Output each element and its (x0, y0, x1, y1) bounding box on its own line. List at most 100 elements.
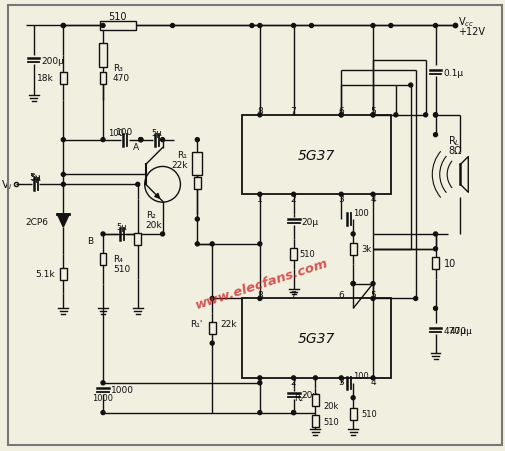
Text: 4: 4 (370, 377, 375, 387)
Circle shape (138, 138, 142, 143)
Circle shape (258, 376, 261, 380)
Bar (241, 299, 390, 378)
Circle shape (370, 193, 374, 197)
Text: 5: 5 (369, 290, 375, 299)
Circle shape (101, 138, 105, 143)
Circle shape (370, 376, 374, 380)
Bar (60, 73, 67, 84)
Circle shape (101, 411, 105, 414)
Text: www.elecfans.com: www.elecfans.com (193, 256, 329, 312)
Circle shape (170, 24, 174, 28)
Circle shape (258, 242, 261, 246)
Text: R₂': R₂' (293, 393, 305, 402)
Circle shape (370, 114, 374, 118)
Bar (100, 22, 135, 32)
Circle shape (258, 297, 261, 301)
Text: R₂: R₂ (145, 210, 155, 219)
Text: R₃: R₃ (113, 64, 123, 73)
Bar (349, 408, 356, 419)
Text: 8Ω: 8Ω (447, 145, 461, 155)
Bar (349, 244, 356, 255)
Text: 3: 3 (338, 377, 343, 387)
Text: 20k: 20k (145, 220, 162, 229)
Text: 8: 8 (257, 107, 262, 116)
Circle shape (413, 297, 417, 301)
Text: 6: 6 (338, 290, 343, 299)
Circle shape (350, 282, 355, 286)
Circle shape (291, 411, 295, 414)
Text: 0.1μ: 0.1μ (442, 69, 463, 78)
Circle shape (249, 24, 254, 28)
Circle shape (350, 282, 355, 286)
Circle shape (258, 381, 261, 385)
Text: +12V: +12V (458, 28, 484, 37)
Circle shape (101, 232, 105, 236)
Text: 10: 10 (442, 258, 455, 268)
Text: A: A (132, 143, 138, 152)
Text: 20μ: 20μ (301, 391, 318, 399)
Bar (312, 415, 318, 427)
Circle shape (370, 297, 374, 301)
Circle shape (61, 183, 65, 187)
Text: 1000: 1000 (92, 393, 113, 402)
Circle shape (210, 242, 214, 246)
Text: 2: 2 (290, 377, 296, 387)
Circle shape (291, 193, 295, 197)
Circle shape (210, 341, 214, 345)
Circle shape (101, 381, 105, 385)
Text: 200μ: 200μ (41, 57, 64, 65)
Text: 5μ: 5μ (116, 223, 127, 232)
Circle shape (423, 114, 427, 118)
Bar (60, 268, 67, 280)
Text: 5μ: 5μ (151, 129, 162, 138)
Bar (193, 177, 200, 189)
Circle shape (258, 24, 261, 28)
Text: 7: 7 (290, 290, 296, 299)
Circle shape (309, 24, 313, 28)
Circle shape (138, 138, 142, 143)
Bar (99, 44, 107, 68)
Text: 8: 8 (257, 290, 262, 299)
Text: 20k: 20k (323, 401, 338, 410)
Circle shape (433, 133, 437, 138)
Text: 5μ: 5μ (30, 172, 41, 181)
Circle shape (350, 396, 355, 400)
Text: 1: 1 (257, 377, 262, 387)
Text: 5μ: 5μ (30, 174, 41, 183)
Bar (99, 73, 106, 84)
Text: 510: 510 (323, 417, 338, 426)
Text: 5G37: 5G37 (297, 148, 334, 162)
Circle shape (138, 138, 142, 143)
Text: 100: 100 (116, 128, 133, 137)
Text: 510: 510 (113, 265, 130, 274)
Text: 510: 510 (361, 409, 376, 418)
Bar (99, 253, 106, 265)
Circle shape (61, 138, 65, 143)
Text: R₄: R₄ (113, 255, 123, 264)
Text: 6: 6 (338, 107, 343, 116)
Text: 4: 4 (370, 194, 375, 203)
Circle shape (291, 376, 295, 380)
Text: B: B (87, 237, 93, 246)
Circle shape (338, 114, 342, 118)
Text: 3: 3 (338, 194, 343, 203)
Text: 5: 5 (369, 107, 375, 116)
Text: R₁': R₁' (189, 319, 202, 328)
Circle shape (433, 114, 437, 118)
Circle shape (370, 24, 374, 28)
Circle shape (350, 232, 355, 236)
Text: 470μ: 470μ (442, 326, 466, 335)
Text: 470μ: 470μ (448, 326, 471, 335)
Text: 2CP6: 2CP6 (25, 217, 48, 226)
Text: R$_L$: R$_L$ (447, 133, 460, 147)
Circle shape (393, 114, 397, 118)
Circle shape (101, 24, 105, 28)
Circle shape (338, 376, 342, 380)
Circle shape (313, 376, 317, 380)
Circle shape (370, 282, 374, 286)
Circle shape (160, 138, 164, 143)
Circle shape (338, 114, 342, 118)
Text: 2: 2 (290, 194, 296, 203)
Circle shape (433, 114, 437, 118)
Circle shape (433, 307, 437, 311)
